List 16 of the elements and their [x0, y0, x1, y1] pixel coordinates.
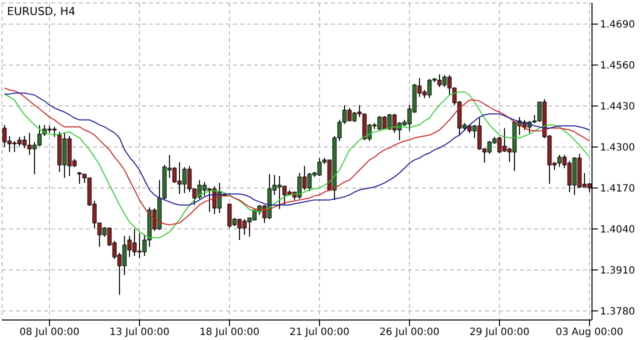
x-tick-label: 08 Jul 00:00	[20, 327, 80, 338]
y-tick-label: 1.4430	[600, 102, 635, 113]
y-tick-label: 1.4300	[600, 142, 635, 154]
x-tick-label: 26 Jul 00:00	[380, 327, 440, 338]
x-tick-label: 18 Jul 00:00	[200, 327, 260, 338]
x-tick-label: 03 Aug 00:00	[556, 327, 624, 338]
y-tick-label: 1.3780	[600, 306, 635, 318]
x-tick-label: 21 Jul 00:00	[290, 327, 350, 338]
y-tick-label: 1.4690	[600, 20, 635, 31]
y-tick-label: 1.4170	[600, 184, 635, 195]
chart-title: EURUSD, H4	[7, 5, 76, 18]
y-tick-label: 1.3910	[600, 265, 635, 276]
y-tick-label: 1.4560	[600, 60, 635, 72]
y-tick-label: 1.4040	[600, 224, 635, 236]
x-tick-label: 29 Jul 00:00	[470, 327, 530, 338]
x-tick-label: 13 Jul 00:00	[110, 327, 170, 338]
